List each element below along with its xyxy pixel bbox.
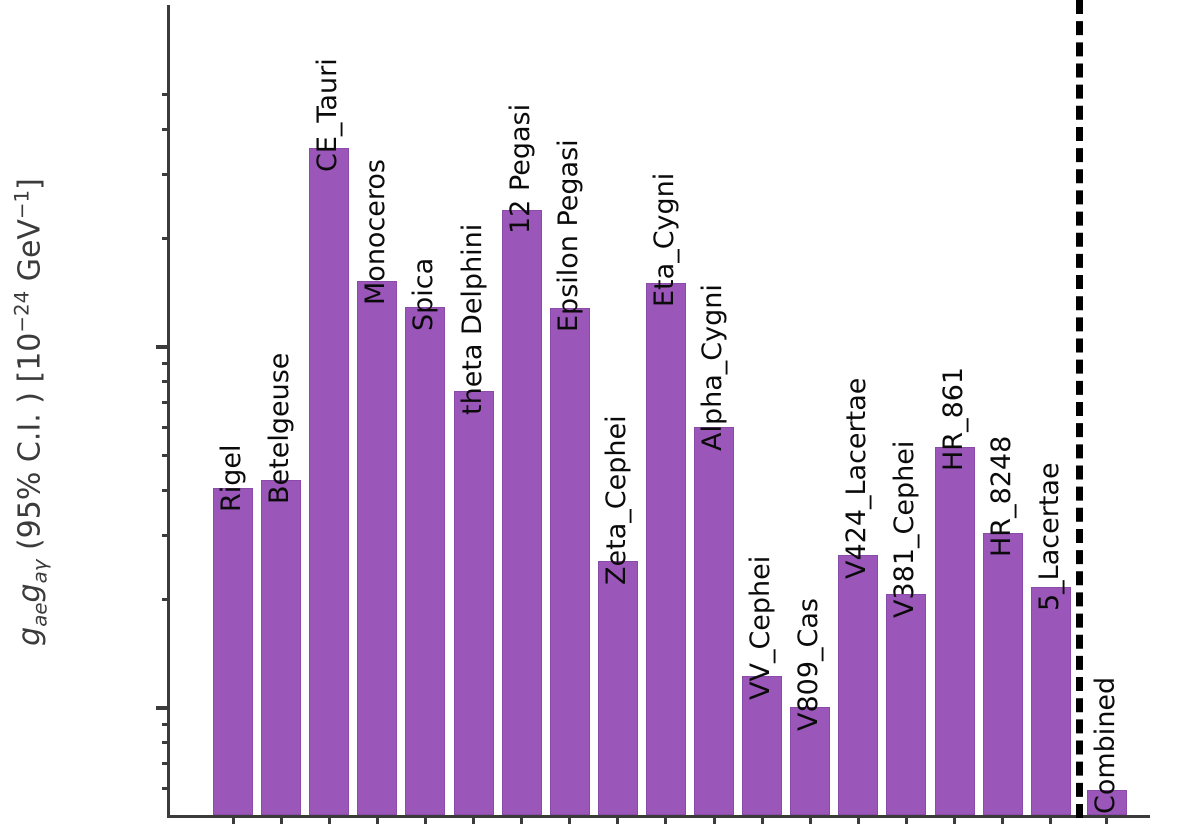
x-axis-tick [808,815,812,824]
bar-zeta-cephei[interactable] [597,561,638,815]
bar-hr-861[interactable] [934,446,975,815]
y-axis-minor-tick [162,128,170,132]
x-axis-tick [520,815,524,824]
bar-vv-cephei[interactable] [742,676,783,815]
y-axis-minor-tick [162,93,170,97]
bar-label: Rigel [216,444,247,512]
bar-v809-cas[interactable] [790,706,831,815]
y-axis-minor-tick [162,362,170,366]
y-axis-major-tick [156,706,170,710]
y-axis-minor-tick [162,723,170,727]
x-axis-tick [231,815,235,824]
x-axis-tick [856,815,860,824]
y-axis-minor-tick [162,454,170,458]
bar-label: Eta_Cygni [648,172,680,307]
x-axis-tick [423,815,427,824]
x-axis-tick [327,815,331,824]
bar-label: VV_Cephei [745,556,777,701]
y-axis-minor-tick [162,236,170,240]
bar-label: Combined [1089,677,1121,815]
x-axis-tick [760,815,764,824]
bar-label: HR_8248 [985,435,1017,557]
x-axis-tick [375,815,379,824]
y-axis-minor-tick [162,786,170,790]
bar-eta-cygni[interactable] [645,282,686,815]
x-axis-tick [279,815,283,824]
bar-label: Monoceros [360,159,392,306]
bar-12-pegasi[interactable] [501,210,542,815]
bar-ce-tauri[interactable] [309,147,350,815]
y-axis-label-container: gaegaγ (95% C.I. ) [10−24 GeV−1] [0,0,62,824]
y-axis-major-tick [156,345,170,349]
bar-label: Alpha_Cygni [697,283,728,451]
combined-divider-line [1075,0,1083,818]
x-axis-tick [1105,815,1109,824]
bar-spica[interactable] [405,306,446,815]
bar-label: 5_Lacertae [1033,462,1065,612]
bar-v381-cephei[interactable] [886,594,927,815]
y-axis-minor-tick [162,489,170,493]
bar-label: 12 Pegasi [504,103,536,235]
y-axis-minor-tick [162,741,170,745]
x-axis-tick [953,815,956,824]
y-axis-minor-tick [162,401,170,405]
x-axis-tick [616,815,620,824]
y-axis-minor-tick [162,425,170,429]
x-axis-tick [904,815,908,824]
bar-theta-delphini[interactable] [453,391,494,815]
bar-hr-8248[interactable] [982,532,1023,815]
x-axis-tick [1001,815,1005,824]
bar-v424-lacertae[interactable] [838,555,879,815]
y-axis-minor-tick [162,534,170,538]
bar-combined[interactable] [1086,790,1127,815]
bar-label: Zeta_Cephei [600,415,632,586]
y-axis-minor-tick [162,173,170,177]
bar-label: HR_861 [937,366,969,471]
y-axis-label: gaegaγ (95% C.I. ) [10−24 GeV−1] [10,178,52,646]
bar-5-lacertae[interactable] [1030,587,1071,815]
bar-alpha-cygni[interactable] [694,426,734,815]
bar-betelgeuse[interactable] [261,480,302,815]
bar-epsilon-pegasi[interactable] [549,307,590,815]
plot-area: 10010−1RigelBetelgeuseCE_TauriMonocerosS… [156,0,1150,824]
x-axis-tick [1049,815,1053,824]
bar-label: Epsilon Pegasi [552,139,584,332]
y-axis-minor-tick [162,597,170,601]
bar-rigel[interactable] [213,487,253,815]
bar-label: Spica [408,257,440,331]
y-axis-minor-tick [162,762,170,766]
bar-label: V424_Lacertae [841,377,873,580]
bar-label: Betelgeuse [264,352,296,504]
x-axis-tick [472,815,475,824]
x-axis-tick [568,815,572,824]
bar-label: theta Delphini [456,223,488,416]
bar-label: V381_Cephei [889,440,921,618]
x-axis-tick [664,815,668,824]
y-axis-minor-tick [162,380,170,384]
bar-label: CE_Tauri [312,57,344,172]
bar-monoceros[interactable] [357,281,398,815]
x-axis-tick [712,815,716,824]
bar-label: V809_Cas [793,597,825,731]
